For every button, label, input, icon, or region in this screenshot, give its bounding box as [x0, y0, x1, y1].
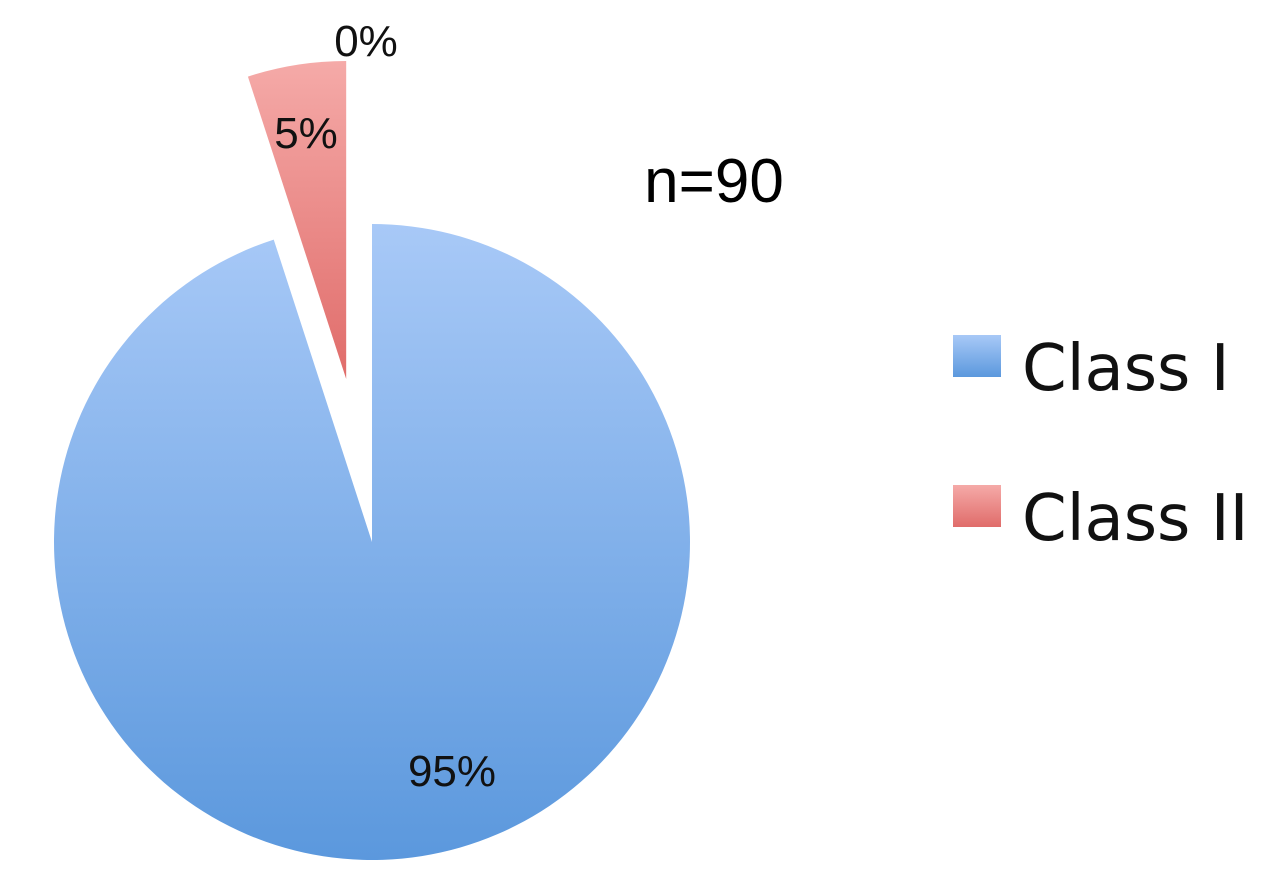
slice-label-class-i: 95% — [408, 747, 496, 796]
legend: Class I Class II — [953, 332, 1248, 556]
legend-label-class-ii: Class II — [1022, 482, 1248, 556]
legend-swatch-class-i — [953, 335, 1001, 377]
sample-size-annotation: n=90 — [644, 147, 784, 216]
slice-label-class-ii: 5% — [274, 109, 338, 158]
slice-class-i — [53, 224, 690, 860]
slice-class-ii — [247, 61, 347, 380]
pie-slices — [53, 61, 690, 860]
slice-label-zero: 0% — [334, 17, 398, 66]
legend-label-class-i: Class I — [1022, 332, 1230, 406]
legend-swatch-class-ii — [953, 485, 1001, 527]
